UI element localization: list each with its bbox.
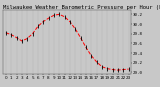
Text: Milwaukee Weather Barometric Pressure per Hour (Last 24 Hours): Milwaukee Weather Barometric Pressure pe… — [3, 5, 160, 10]
